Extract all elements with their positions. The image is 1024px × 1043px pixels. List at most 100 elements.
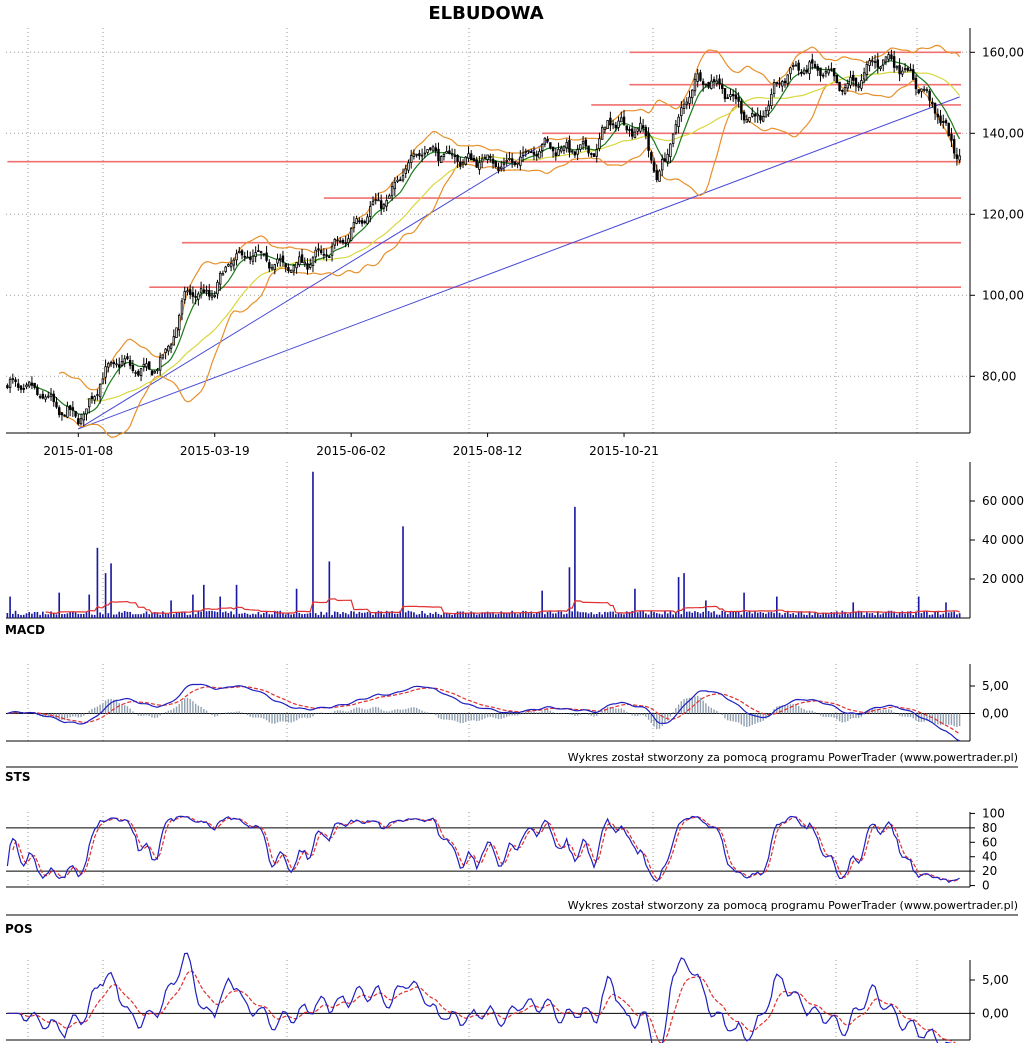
macd-histogram-bar <box>331 712 333 714</box>
candle-body <box>478 162 481 170</box>
macd-histogram-bar <box>309 713 311 718</box>
macd-histogram-bar <box>304 713 306 718</box>
candle-body <box>696 73 699 82</box>
candle-body <box>88 398 91 408</box>
macd-histogram-bar <box>552 712 554 714</box>
candle-body <box>606 120 609 129</box>
macd-histogram-bar <box>606 706 609 714</box>
volume-bar <box>857 610 860 618</box>
candle-body <box>731 93 735 97</box>
candle-body <box>126 356 129 360</box>
y-tick-label: 60 000 <box>982 494 1024 508</box>
chart-title: ELBUDOWA <box>428 3 543 24</box>
x-tick-label: 2015-08-12 <box>453 444 523 458</box>
candle-body <box>68 405 72 410</box>
volume-bar <box>563 614 565 618</box>
volume-bar <box>301 614 303 618</box>
volume-bar <box>822 612 825 618</box>
macd-histogram-bar <box>102 702 104 714</box>
volume-bar <box>505 613 508 618</box>
candle-body <box>186 290 189 293</box>
macd-histogram-bar <box>928 713 931 722</box>
candle-body <box>761 116 765 122</box>
y-tick-label: 5,00 <box>982 679 1009 693</box>
macd-histogram-bar <box>282 713 284 722</box>
volume-bar <box>178 612 181 618</box>
candle-body <box>794 64 798 67</box>
candle-body <box>644 126 648 136</box>
macd-histogram-bar <box>394 709 396 714</box>
macd-histogram-bar <box>811 710 813 714</box>
short-moving-average-line <box>26 60 961 416</box>
volume-bar <box>841 610 844 618</box>
macd-histogram-bar <box>819 713 822 716</box>
macd-histogram-bar <box>154 713 156 718</box>
macd-histogram-bar <box>284 713 287 722</box>
candle-body <box>41 393 45 399</box>
y-tick-label: 40 <box>982 850 997 864</box>
candle-body <box>922 88 926 91</box>
macd-histogram-bar <box>686 698 688 714</box>
volume-bar <box>115 614 118 618</box>
candle-body <box>178 314 181 331</box>
trendline <box>78 140 548 430</box>
macd-histogram-bar <box>478 713 481 721</box>
volume-bar <box>464 613 467 618</box>
candle-body <box>38 395 42 398</box>
candle-body <box>191 292 195 297</box>
candle-body <box>55 401 58 408</box>
candle-body <box>175 327 178 338</box>
candle-body <box>30 382 34 386</box>
macd-histogram-bar <box>99 704 101 714</box>
candle-body <box>813 63 817 68</box>
candle-body <box>77 418 80 425</box>
macd-histogram-bar <box>800 707 803 714</box>
volume-bar <box>836 611 838 618</box>
candle-body <box>180 300 184 315</box>
macd-histogram-bar <box>164 712 167 714</box>
volume-bar <box>347 614 350 618</box>
macd-histogram-bar <box>467 713 470 721</box>
candle-body <box>920 88 923 92</box>
macd-histogram-bar <box>126 706 129 714</box>
candle-body <box>224 266 227 272</box>
volume-bar <box>718 614 721 618</box>
volume-bar <box>574 506 576 618</box>
candle-body <box>805 70 809 73</box>
macd-histogram-bar <box>797 705 800 714</box>
candle-body <box>328 256 331 259</box>
volume-bar <box>429 612 432 618</box>
candle-body <box>79 418 83 425</box>
candle-body <box>49 393 53 397</box>
candle-body <box>319 250 323 254</box>
candle-body <box>47 395 50 398</box>
volume-bar <box>366 611 369 618</box>
candle-body <box>442 153 446 157</box>
volume-bar <box>12 613 14 618</box>
volume-bar <box>69 612 71 618</box>
x-tick-label: 2015-10-21 <box>589 444 659 458</box>
volume-bar <box>246 613 249 618</box>
candle-body <box>560 147 563 152</box>
macd-histogram-bar <box>312 713 314 717</box>
macd-histogram-bar <box>274 713 276 724</box>
macd-histogram-bar <box>186 697 189 714</box>
macd-histogram-bar <box>143 713 145 716</box>
volume-bar <box>735 611 737 618</box>
volume-bar <box>323 614 325 618</box>
volume-bar <box>410 611 413 618</box>
volume-bar <box>197 611 200 618</box>
candle-body <box>538 150 541 159</box>
macd-histogram-bar <box>268 713 271 723</box>
volume-bar <box>527 612 530 618</box>
candle-body <box>860 80 863 89</box>
volume-bar <box>524 611 527 618</box>
candle-body <box>925 89 929 92</box>
volume-bar <box>52 613 55 618</box>
macd-histogram-bar <box>544 709 546 714</box>
macd-histogram-bar <box>47 713 49 717</box>
volume-bar <box>243 612 246 618</box>
volume-bar <box>535 612 538 618</box>
candle-body <box>950 133 953 141</box>
candle-body <box>852 74 855 81</box>
